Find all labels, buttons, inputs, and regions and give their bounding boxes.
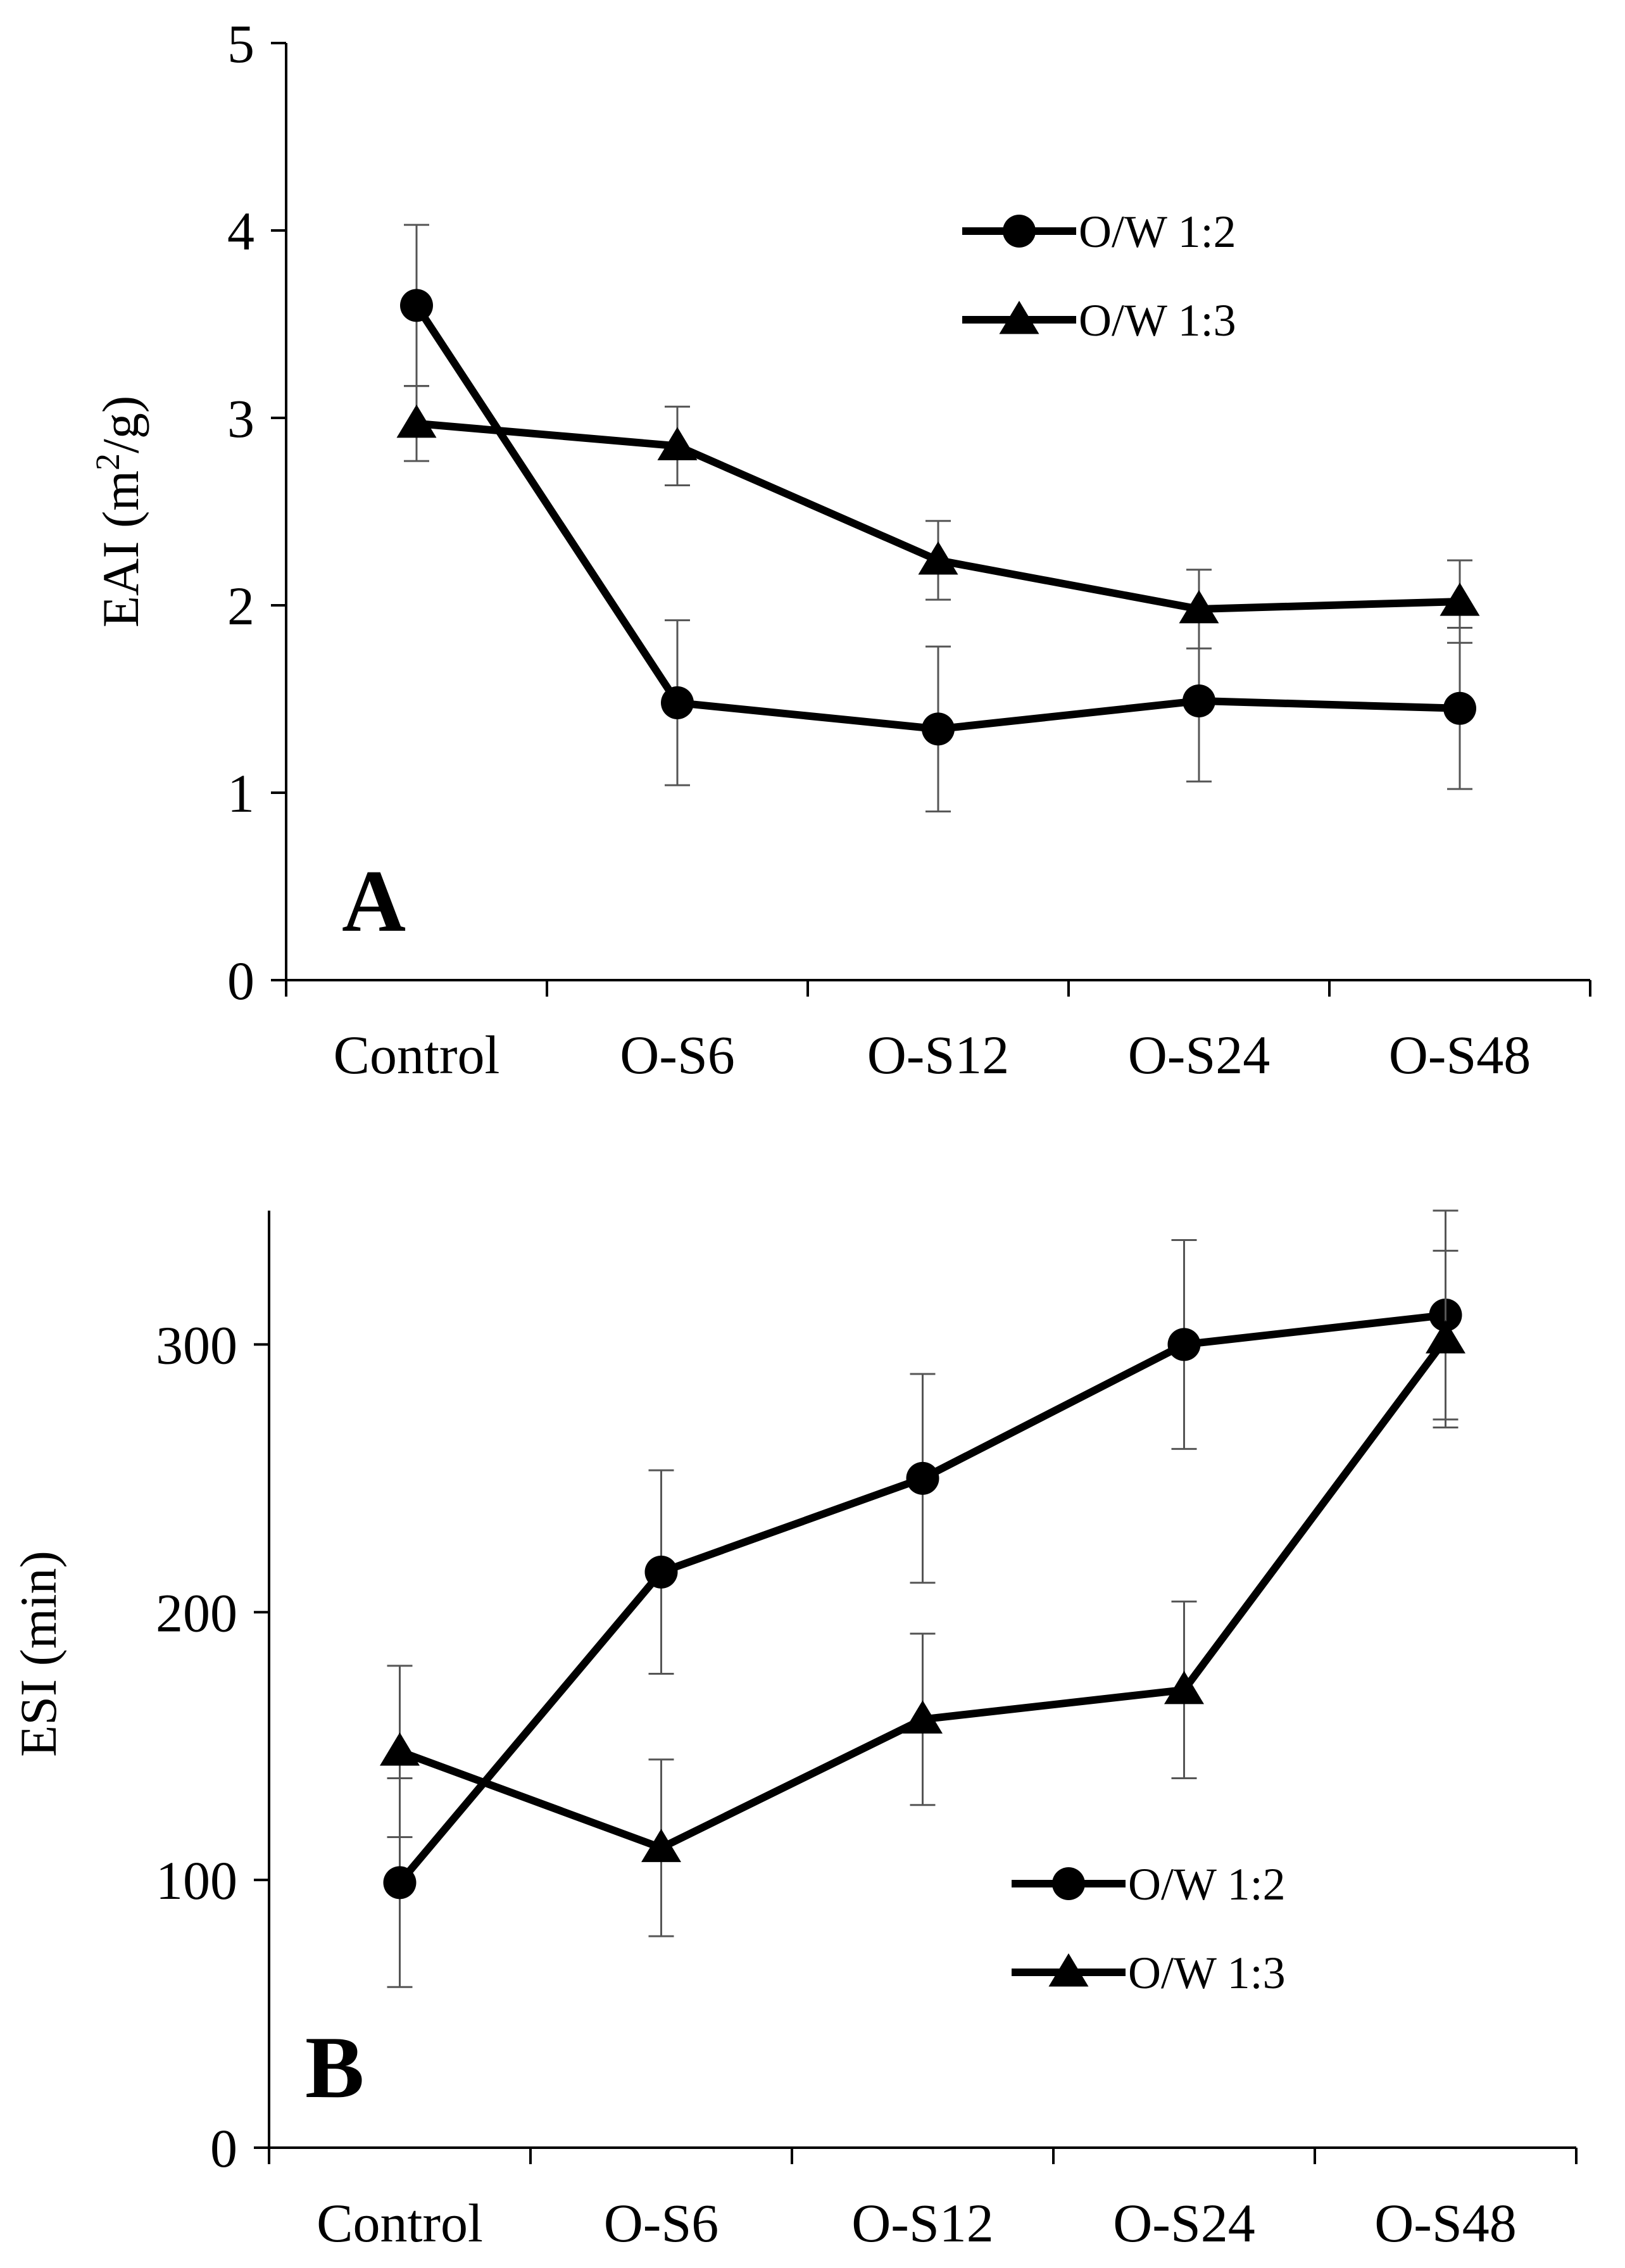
panel-a-x-tick-label: O-S6 [620,1024,735,1085]
panel-a-x-tick-label: O-S12 [867,1024,1010,1085]
panel-a-legend-label: O/W 1:3 [1079,295,1236,346]
panel-a-y-tick-label: 5 [227,13,254,74]
panel-b-x-tick-label: O-S6 [604,2193,719,2253]
panel-a-legend-label: O/W 1:2 [1079,206,1236,257]
panel-b-letter: B [305,2019,364,2117]
panel-a-data-point [918,541,958,575]
panel-a-y-tick-label: 2 [227,576,254,636]
panel-b-data-point [903,1700,943,1734]
panel-a-x-tick-label: O-S48 [1389,1024,1531,1085]
panel-b-legend-label: O/W 1:3 [1128,1948,1286,1998]
panel-a-y-tick-label: 0 [227,950,254,1011]
panel-b-y-axis-title-main: ESI (min) [9,1551,67,1757]
panel-b-y-tick-label: 0 [210,2118,237,2179]
panel-a-legend-marker [1003,215,1036,248]
panel-a-data-point [657,427,698,460]
panel-a-y-tick-label: 4 [227,201,254,261]
panel-a-data-point [1183,684,1215,717]
panel-a-data-point [1179,589,1219,624]
panel-b-data-point [380,1732,420,1766]
panel-b-series-1 [383,1209,1462,1988]
panel-b-data-point [1164,1670,1204,1704]
panel-a-data-point [1440,583,1480,616]
panel-b-series-2 [380,1249,1465,1937]
panel-b-y-tick-label: 100 [156,1850,237,1911]
panel-a-x-tick-label: Control [334,1024,500,1085]
panel-b-x-tick-label: O-S24 [1113,2193,1255,2253]
panel-a-legend: O/W 1:2 O/W 1:3 [962,206,1236,346]
panel-a-y-axis-title-sup: 2 [89,453,127,470]
panel-b-data-point [644,1555,678,1589]
panel-a-letter: A [342,852,406,950]
panel-b-y-tick-label: 300 [156,1314,237,1375]
panel-b-x-tick-label: O-S12 [851,2193,994,2253]
panel-a-data-point [922,712,955,746]
panel-b-y-tick-label: 200 [156,1582,237,1643]
panel-a-data-point [396,404,437,438]
panel-b-data-point [641,1829,681,1862]
panel-b-legend-label: O/W 1:2 [1128,1859,1286,1910]
panel-a-series-2 [396,385,1480,650]
panel-a-data-point [1443,691,1476,725]
panel-b-data-point [383,1866,417,1899]
panel-a-y-axis-title-unit: /g) [92,396,149,453]
panel-b-legend-marker [1052,1867,1085,1900]
panel-b-data-point [906,1461,939,1495]
panel-b-y-axis-title: ESI (min) [9,1551,67,1757]
panel-a-y-axis-title-main: EAI (m [92,470,149,627]
panel-a-series-1 [400,224,1476,813]
panel-a-data-point [400,289,433,322]
panel-b-data-point [1167,1328,1201,1361]
panel-a-data-point [661,686,694,719]
panel-b: 0 100 200 300 Control O-S6 O-S12 O-S24 O-S48 ESI … [9,1209,1578,2253]
panel-b-x-tick-label: O-S48 [1374,2193,1517,2253]
panel-a-y-tick-label: 3 [227,388,254,449]
panel-b-x-tick-label: Control [317,2193,483,2253]
panel-b-legend: O/W 1:2 O/W 1:3 [1012,1859,1286,1998]
panel-a-x-tick-label: O-S24 [1128,1024,1271,1085]
panel-a-y-tick-label: 1 [227,763,254,824]
panel-b-legend-marker [1048,1953,1089,1987]
panel-a-y-axis-title: EAI (m2/g) [89,396,149,627]
panel-a-legend-marker [999,301,1039,334]
panel-b-data-point [1426,1320,1465,1354]
